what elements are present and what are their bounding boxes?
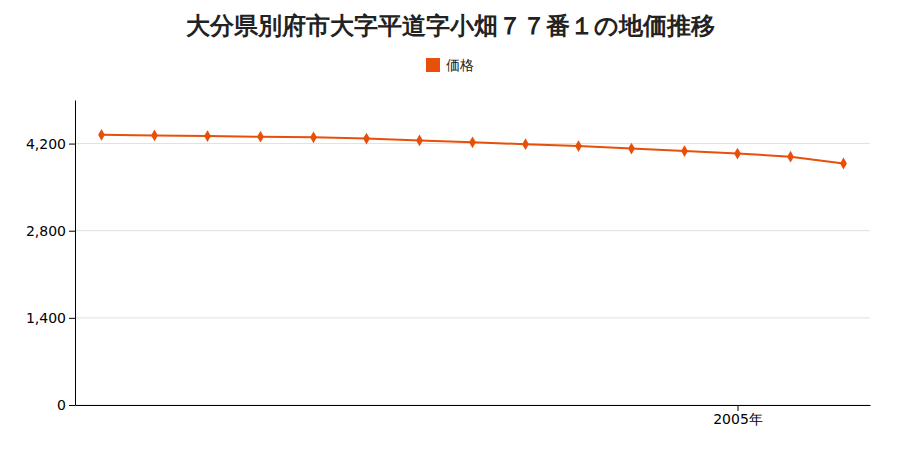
marker bbox=[98, 129, 105, 141]
marker bbox=[204, 130, 211, 142]
marker bbox=[840, 158, 847, 170]
marker bbox=[522, 138, 529, 150]
legend-swatch bbox=[426, 58, 440, 72]
marker bbox=[469, 136, 476, 148]
grid bbox=[75, 144, 870, 405]
y-axis: 0 1,400 2,800 4,200 bbox=[26, 101, 76, 413]
y-tick-mark bbox=[69, 144, 75, 145]
plot-area: 2005年 0 1,400 2,800 4,200 bbox=[26, 101, 871, 427]
y-tick-mark bbox=[69, 231, 75, 232]
y-tick-mark bbox=[69, 318, 75, 319]
marker bbox=[151, 130, 158, 142]
y-tick: 1,400 bbox=[26, 310, 75, 326]
legend: 価格 bbox=[426, 57, 474, 73]
grid-line bbox=[75, 230, 870, 231]
y-tick-label: 2,800 bbox=[26, 223, 66, 239]
line bbox=[102, 135, 844, 164]
marker bbox=[628, 143, 635, 155]
grid-line bbox=[75, 405, 870, 406]
x-axis-line bbox=[76, 405, 871, 406]
grid-line bbox=[75, 317, 870, 318]
legend-item: 価格 bbox=[426, 57, 474, 73]
x-tick: 2005年 bbox=[713, 405, 763, 427]
marker bbox=[310, 131, 317, 143]
y-tick-mark bbox=[69, 405, 75, 406]
marker bbox=[363, 133, 370, 145]
x-tick-label: 2005年 bbox=[713, 411, 763, 427]
marker bbox=[257, 131, 264, 143]
legend-label: 価格 bbox=[446, 57, 474, 73]
marker bbox=[416, 135, 423, 147]
x-axis: 2005年 bbox=[76, 405, 871, 427]
y-tick: 4,200 bbox=[26, 136, 75, 152]
y-axis-line bbox=[75, 101, 76, 406]
marker bbox=[787, 151, 794, 163]
marks bbox=[98, 129, 847, 169]
chart: 大分県別府市大字平道字小畑７７番１の地価推移 2005年 0 1,400 2,800 4,… bbox=[0, 0, 900, 450]
y-tick: 0 bbox=[57, 397, 75, 413]
marker bbox=[575, 140, 582, 152]
y-tick-label: 4,200 bbox=[26, 136, 66, 152]
marker bbox=[681, 145, 688, 157]
marker bbox=[734, 148, 741, 160]
title: 大分県別府市大字平道字小畑７７番１の地価推移 bbox=[186, 12, 715, 40]
y-tick-label: 1,400 bbox=[26, 310, 66, 326]
y-tick: 2,800 bbox=[26, 223, 75, 239]
y-tick-label: 0 bbox=[57, 397, 66, 413]
